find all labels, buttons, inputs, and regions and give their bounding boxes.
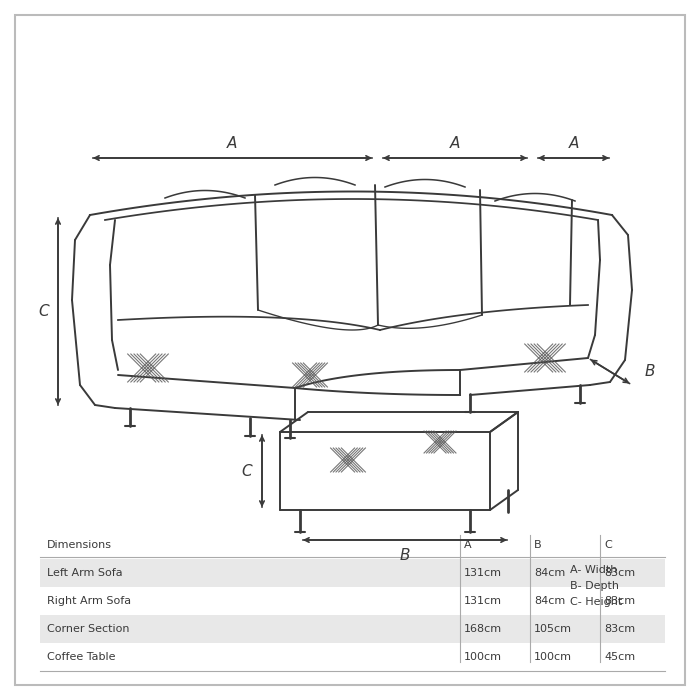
Text: B- Depth: B- Depth bbox=[570, 581, 619, 591]
Text: 84cm: 84cm bbox=[534, 596, 566, 606]
Text: B: B bbox=[645, 364, 655, 379]
Text: 83cm: 83cm bbox=[604, 596, 635, 606]
Text: 100cm: 100cm bbox=[534, 652, 572, 662]
Text: 100cm: 100cm bbox=[464, 652, 502, 662]
Text: B: B bbox=[400, 547, 410, 563]
Text: 105cm: 105cm bbox=[534, 624, 572, 634]
Text: 83cm: 83cm bbox=[604, 568, 635, 578]
Text: 84cm: 84cm bbox=[534, 568, 566, 578]
Text: Right Arm Sofa: Right Arm Sofa bbox=[47, 596, 131, 606]
Text: 168cm: 168cm bbox=[464, 624, 502, 634]
Text: A: A bbox=[464, 540, 472, 550]
Text: B: B bbox=[534, 540, 542, 550]
Text: C: C bbox=[38, 304, 49, 319]
Text: Left Arm Sofa: Left Arm Sofa bbox=[47, 568, 122, 578]
Text: 83cm: 83cm bbox=[604, 624, 635, 634]
Text: C: C bbox=[241, 463, 252, 479]
Text: Dimensions: Dimensions bbox=[47, 540, 112, 550]
Text: A: A bbox=[568, 136, 579, 151]
Text: C: C bbox=[604, 540, 612, 550]
Text: 131cm: 131cm bbox=[464, 568, 502, 578]
Text: Corner Section: Corner Section bbox=[47, 624, 130, 634]
Text: A- Width: A- Width bbox=[570, 565, 617, 575]
Text: Coffee Table: Coffee Table bbox=[47, 652, 116, 662]
Text: A: A bbox=[228, 136, 238, 151]
Text: A: A bbox=[450, 136, 460, 151]
Text: 45cm: 45cm bbox=[604, 652, 635, 662]
FancyBboxPatch shape bbox=[40, 615, 665, 643]
FancyBboxPatch shape bbox=[40, 559, 665, 587]
Text: 131cm: 131cm bbox=[464, 596, 502, 606]
Text: C- Height: C- Height bbox=[570, 597, 622, 607]
